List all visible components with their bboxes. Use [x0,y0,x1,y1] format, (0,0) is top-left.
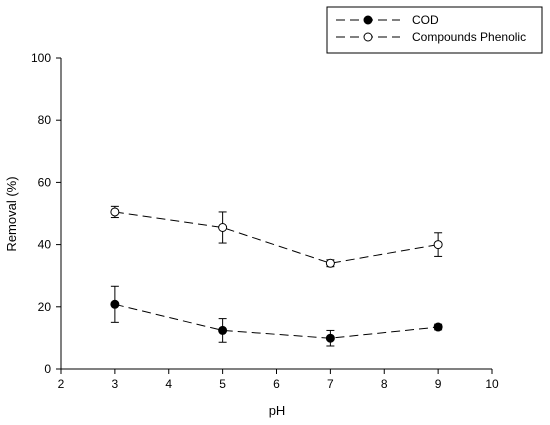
data-point [433,240,443,250]
legend-item: Compounds Phenolic [336,30,526,44]
data-point [110,299,120,309]
x-tick-label: 3 [112,377,119,391]
x-tick-label: 4 [165,377,172,391]
x-tick-label: 8 [381,377,388,391]
y-tick-label: 40 [38,238,52,252]
data-point [218,325,228,335]
data-point [325,333,335,343]
legend-box [326,6,543,54]
y-axis-ticks: 0 20 40 60 80 100 [31,51,61,376]
data-point [218,222,228,232]
series-phenolic [110,205,443,268]
series-line [114,303,439,339]
x-tick-label: 9 [435,377,442,391]
legend: COD Compounds Phenolic [326,6,543,54]
data-point [110,207,120,217]
x-tick-label: 2 [58,377,65,391]
x-tick-label: 10 [485,377,499,391]
x-tick-label: 5 [219,377,226,391]
legend-marker [363,32,373,42]
series-layer [110,205,443,347]
legend-marker [363,15,373,25]
y-tick-label: 100 [31,51,51,65]
data-point [325,258,335,268]
x-tick-label: 7 [327,377,334,391]
y-tick-label: 80 [38,113,52,127]
legend-item: COD [336,13,439,27]
y-tick-label: 0 [44,362,51,376]
legend-label: Compounds Phenolic [412,30,526,44]
legend-items: COD Compounds Phenolic [336,13,526,44]
y-axis-title: Removal (%) [4,176,19,251]
data-point [433,322,443,332]
x-axis-title: pH [269,403,286,418]
series-cod [110,285,443,347]
legend-label: COD [412,13,439,27]
y-tick-label: 60 [38,175,52,189]
axes [60,58,492,370]
y-tick-label: 20 [38,300,52,314]
series-line [114,211,439,264]
x-axis-ticks: 2 3 4 5 6 7 8 9 10 [58,369,499,391]
x-tick-label: 6 [273,377,280,391]
